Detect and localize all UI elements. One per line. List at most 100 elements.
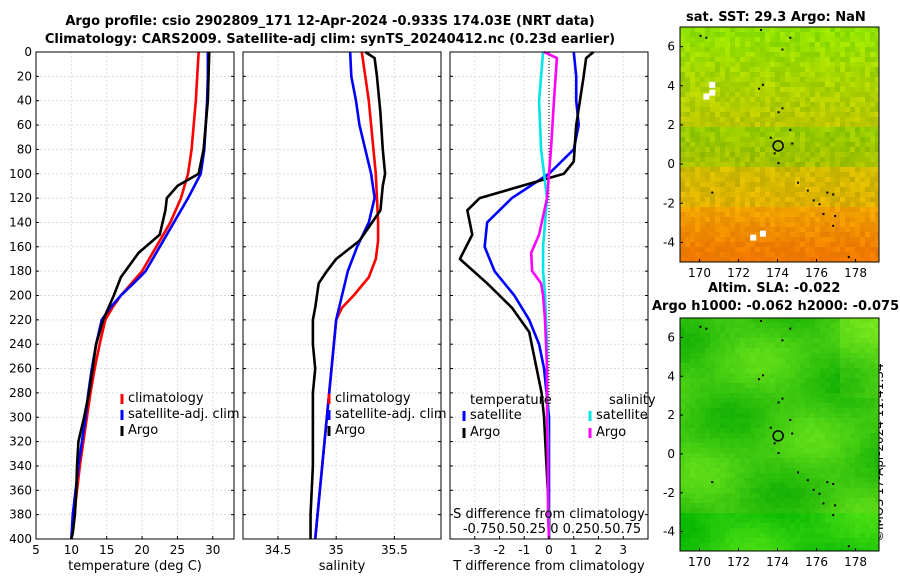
sla-cell <box>770 493 775 498</box>
sst-cell <box>855 237 860 242</box>
sst-cell <box>800 102 805 107</box>
sla-cell <box>705 343 710 348</box>
temperature-xtick-label: 30 <box>205 543 220 557</box>
sla-cell <box>705 543 710 548</box>
sla-cell <box>800 458 805 463</box>
sla-cell <box>795 438 800 443</box>
sst-cell <box>845 247 850 252</box>
sst-cell <box>770 197 775 202</box>
sla-cell <box>835 423 840 428</box>
sla-cell <box>700 478 705 483</box>
sla-cell <box>760 428 765 433</box>
sla-cell <box>765 338 770 343</box>
sla-cell <box>755 428 760 433</box>
sla-cell <box>750 363 755 368</box>
sla-cell <box>830 538 835 543</box>
sla-cell <box>870 433 875 438</box>
sla-cell <box>750 373 755 378</box>
sla-cell <box>780 548 785 551</box>
sst-island <box>806 189 809 192</box>
sst-cell <box>855 102 860 107</box>
sla-cell <box>875 548 879 551</box>
sst-cell <box>745 72 750 77</box>
sst-cell <box>720 232 725 237</box>
sla-cell <box>790 328 795 333</box>
sla-cell <box>800 518 805 523</box>
sla-cell <box>795 318 800 323</box>
sla-cell <box>680 543 685 548</box>
sla-cell <box>730 323 735 328</box>
sst-cell <box>695 97 700 102</box>
sla-island <box>777 401 780 404</box>
sst-cell <box>825 232 830 237</box>
sla-cell <box>750 473 755 478</box>
sst-cell <box>765 207 770 212</box>
sla-cell <box>825 463 830 468</box>
sst-cell <box>815 132 820 137</box>
sla-xtick-label: 170 <box>688 555 711 569</box>
sla-cell <box>815 333 820 338</box>
sla-cell <box>735 528 740 533</box>
sla-cell <box>800 368 805 373</box>
sla-cell <box>690 318 695 323</box>
sla-cell <box>690 323 695 328</box>
depth-tick-label: 260 <box>9 362 32 376</box>
sla-cell <box>770 518 775 523</box>
sst-cell <box>690 157 695 162</box>
sla-cell <box>745 408 750 413</box>
sla-cell <box>835 398 840 403</box>
sst-cell <box>870 242 875 247</box>
sst-cell <box>680 82 685 87</box>
sla-cell <box>800 498 805 503</box>
sla-cell <box>860 448 865 453</box>
sst-cell <box>745 112 750 117</box>
sla-cell <box>690 448 695 453</box>
sst-cell <box>860 222 865 227</box>
sla-cell <box>770 548 775 551</box>
sst-cell <box>700 127 705 132</box>
sla-cell <box>855 398 860 403</box>
sst-cell <box>770 132 775 137</box>
sst-cell <box>795 252 800 257</box>
sla-cell <box>800 353 805 358</box>
salinity-xtick-label: 35 <box>329 543 344 557</box>
sst-cell <box>750 107 755 112</box>
sst-cell <box>820 97 825 102</box>
sla-cell <box>690 473 695 478</box>
sst-cell <box>855 162 860 167</box>
sla-cell <box>805 493 810 498</box>
sla-cell <box>725 428 730 433</box>
sla-cell <box>825 338 830 343</box>
sst-cell <box>790 157 795 162</box>
sla-cell <box>690 363 695 368</box>
sst-cell <box>770 182 775 187</box>
sla-cell <box>785 453 790 458</box>
sst-cell <box>750 42 755 47</box>
sst-cell <box>680 107 685 112</box>
sst-cell <box>845 172 850 177</box>
sst-cell <box>785 217 790 222</box>
sst-cell <box>755 52 760 57</box>
sst-cell <box>730 172 735 177</box>
sla-cell <box>860 323 865 328</box>
sla-cell <box>870 483 875 488</box>
sla-cell <box>720 468 725 473</box>
sst-cell <box>820 27 825 32</box>
sst-cell <box>705 67 710 72</box>
sla-cell <box>695 423 700 428</box>
sst-cell <box>845 197 850 202</box>
sla-cell <box>870 383 875 388</box>
sst-cell <box>800 252 805 257</box>
sla-cell <box>755 418 760 423</box>
sst-cell <box>680 57 685 62</box>
sst-cell <box>815 92 820 97</box>
sla-cell <box>805 438 810 443</box>
sst-cell <box>775 147 780 152</box>
sla-cell <box>775 543 780 548</box>
sla-cell <box>765 348 770 353</box>
sla-cell <box>720 323 725 328</box>
sst-cell <box>835 152 840 157</box>
sla-cell <box>810 433 815 438</box>
sst-cell <box>850 107 855 112</box>
sst-cell <box>690 232 695 237</box>
